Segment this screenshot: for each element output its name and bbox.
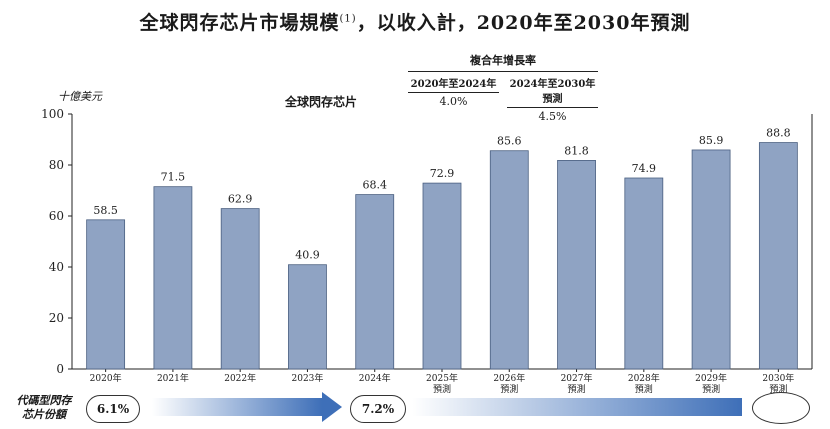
x-tick-label: 2025年 [426, 372, 458, 384]
y-axis-unit-label: 十億美元 [58, 90, 102, 103]
bar-value-label: 72.9 [430, 167, 455, 180]
cagr-columns: 2020年至2024年 4.0% 2024年至2030年預測 4.5% [408, 71, 598, 123]
bar [220, 208, 260, 370]
x-tick-label: 2024年 [359, 372, 391, 384]
x-tick-label: 2020年 [90, 372, 122, 384]
title-suffix: ，以收入計，2020年至2030年預測 [356, 12, 691, 34]
y-tick-label: 80 [49, 158, 64, 172]
bar-value-label: 71.5 [161, 171, 186, 184]
x-tick-label: 預測 [500, 383, 518, 395]
x-tick-label: 2026年 [493, 372, 525, 384]
share-label-line1: 代碼型閃存 [16, 394, 72, 407]
share-end-oval [752, 392, 810, 424]
cagr-header: 複合年增長率 [470, 54, 536, 67]
x-tick-label: 2028年 [628, 372, 660, 384]
cagr-column: 2024年至2030年預測 4.5% [507, 72, 598, 123]
bar-value-label: 85.9 [699, 134, 724, 147]
y-tick-label: 0 [56, 362, 64, 376]
bar [624, 177, 664, 370]
x-tick-label: 2021年 [157, 372, 189, 384]
x-tick-label: 預測 [433, 383, 451, 395]
share-row-label: 代碼型閃存 芯片份額 [14, 394, 74, 422]
share-arrow-head-1 [322, 392, 342, 422]
share-2024-pill: 7.2% [350, 395, 406, 423]
share-arrow-band-1 [152, 398, 322, 416]
x-tick-label: 2023年 [292, 372, 324, 384]
chart-title: 全球閃存芯片市場規模(1)，以收入計，2020年至2030年預測 [0, 8, 830, 35]
chart-labels: 58.5 2020年 71.5 2021年 62.9 2022年 40.9 2023年 68.4… [90, 127, 795, 395]
share-label-line2: 芯片份額 [22, 408, 66, 421]
bar-value-label: 85.6 [497, 135, 522, 148]
share-arrow-band-2 [412, 398, 742, 416]
y-tick-label: 100 [41, 107, 64, 121]
title-footnote: (1) [339, 13, 357, 25]
bar [288, 264, 327, 370]
cagr-period-label: 2024年至2030年預測 [507, 72, 598, 108]
bar-value-label: 58.5 [93, 204, 118, 217]
bar [86, 219, 126, 370]
chart-bars [86, 142, 798, 370]
title-text: 全球閃存芯片市場規模 [139, 12, 340, 34]
x-tick-label: 2030年 [762, 372, 794, 384]
bar-value-label: 40.9 [295, 249, 320, 262]
bar-value-label: 81.8 [564, 144, 589, 157]
bar [557, 160, 596, 370]
cagr-value: 4.5% [538, 110, 567, 123]
x-tick-label: 2027年 [561, 372, 593, 384]
bar-value-label: 62.9 [228, 193, 253, 206]
x-tick-label: 預測 [635, 383, 653, 395]
cagr-column: 2020年至2024年 4.0% [408, 72, 499, 123]
share-2020-pill: 6.1% [86, 395, 140, 423]
y-tick-label: 40 [49, 260, 64, 274]
y-tick-label: 20 [49, 311, 64, 325]
bar [489, 150, 529, 370]
bar [422, 182, 462, 370]
x-tick-label: 預測 [702, 383, 720, 395]
cagr-value: 4.0% [439, 95, 468, 108]
bar [355, 194, 395, 370]
bar [153, 186, 193, 370]
bar [758, 142, 798, 370]
x-tick-label: 2022年 [224, 372, 256, 384]
bar-value-label: 88.8 [766, 127, 791, 140]
bar [691, 149, 731, 370]
y-tick-label: 60 [49, 209, 64, 223]
x-tick-label: 預測 [568, 383, 586, 395]
cagr-period-label: 2020年至2024年 [408, 72, 499, 93]
x-tick-label: 2029年 [695, 372, 727, 384]
bar-value-label: 68.4 [362, 179, 387, 192]
bar-value-label: 74.9 [632, 162, 657, 175]
cagr-table: 複合年增長率 2020年至2024年 4.0% 2024年至2030年預測 4.… [408, 52, 598, 123]
series-label: 全球閃存芯片 [285, 95, 358, 109]
